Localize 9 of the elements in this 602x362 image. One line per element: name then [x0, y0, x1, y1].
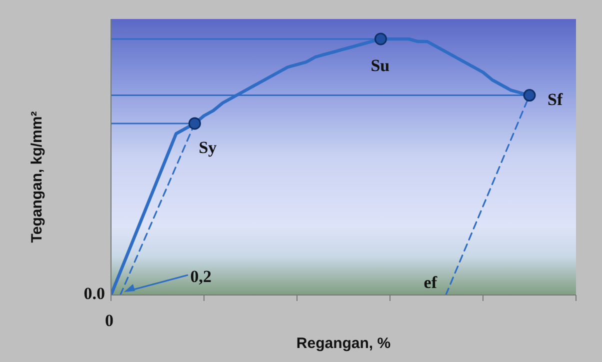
y-axis-title: Tegangan, kg/mm² — [28, 111, 46, 243]
annotation: Sf — [548, 90, 563, 110]
x-axis-title: Regangan, % — [296, 335, 391, 352]
annotation: ef — [424, 273, 438, 293]
annotation: Sy — [198, 138, 217, 158]
text: 0.0 — [84, 284, 105, 304]
text: 0 — [105, 311, 114, 331]
annotation: Su — [370, 56, 390, 76]
annotation: 0,2 — [190, 267, 212, 287]
